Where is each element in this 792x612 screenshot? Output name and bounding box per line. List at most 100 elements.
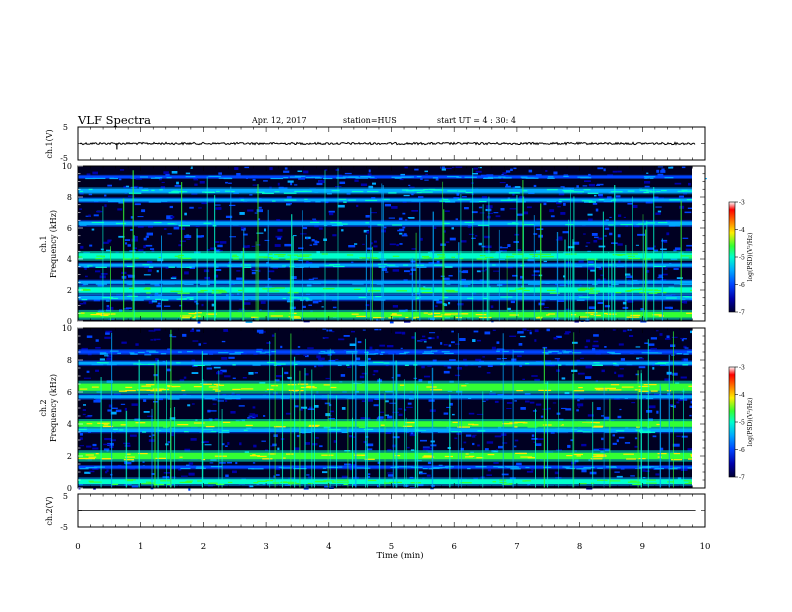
noise-speck (557, 206, 561, 208)
noise-speck (468, 412, 475, 415)
band-texture (179, 362, 191, 364)
band-texture (654, 291, 661, 294)
band-texture (163, 426, 169, 428)
noise-speck (134, 203, 141, 206)
band-texture (146, 350, 156, 352)
noise-speck (514, 400, 517, 402)
noise-speck (252, 462, 256, 464)
noise-speck (251, 272, 256, 275)
band-texture (202, 383, 212, 385)
noise-speck (106, 305, 110, 307)
noise-speck (499, 182, 506, 184)
band-texture (646, 190, 653, 192)
band-texture (541, 256, 554, 258)
noise-speck (311, 239, 315, 242)
band-texture (404, 364, 409, 366)
noise-speck (486, 441, 494, 444)
band-texture (232, 256, 239, 258)
band-texture (468, 423, 475, 425)
band-texture (498, 176, 506, 178)
noise-speck (301, 406, 308, 409)
noise-speck (164, 228, 167, 230)
band-texture (125, 390, 136, 392)
band-texture (595, 389, 601, 391)
band-texture (423, 189, 429, 191)
band-texture (129, 352, 135, 354)
band-texture (672, 362, 683, 364)
band-texture (497, 466, 505, 468)
band-texture (272, 200, 276, 202)
band-texture (139, 176, 148, 178)
noise-speck (484, 235, 490, 239)
band-texture (546, 289, 556, 291)
band-texture (455, 395, 466, 397)
noise-speck (583, 233, 586, 235)
band-texture (506, 423, 519, 425)
noise-speck (657, 210, 662, 213)
noise-speck (302, 305, 306, 308)
noise-speck (374, 240, 377, 243)
noise-speck (324, 169, 328, 171)
band-texture (576, 299, 585, 301)
band-texture (559, 296, 573, 298)
band-texture (228, 424, 242, 426)
band-texture (355, 430, 363, 432)
noise-speck (192, 340, 199, 342)
band-texture (671, 459, 683, 461)
band-texture (422, 456, 435, 458)
band-texture (274, 363, 286, 365)
noise-speck (186, 238, 191, 240)
noise-speck (276, 375, 282, 378)
noise-speck (509, 208, 517, 210)
band-texture (562, 466, 571, 468)
noise-speck (204, 440, 209, 443)
noise-speck (455, 166, 463, 168)
band-texture (583, 189, 591, 191)
band-texture (639, 189, 649, 191)
noise-speck (659, 333, 663, 336)
band-texture (348, 361, 360, 363)
noise-speck (343, 335, 350, 337)
noise-speck (362, 243, 365, 245)
noise-speck (683, 358, 688, 362)
noise-speck (166, 216, 173, 220)
noise-speck (252, 184, 259, 186)
band-texture (682, 364, 689, 366)
noise-speck (138, 249, 144, 252)
noise-speck (514, 439, 519, 442)
noise-speck (555, 449, 562, 451)
band-texture (352, 283, 364, 285)
noise-speck (215, 207, 222, 210)
band-texture (593, 314, 601, 316)
spectrogram-ch1-bands (78, 166, 707, 324)
noise-speck (501, 473, 509, 476)
band-texture (212, 289, 223, 291)
band-texture (162, 199, 173, 201)
noise-speck (324, 402, 331, 405)
noise-speck (365, 304, 370, 307)
band-texture (229, 353, 241, 355)
band-texture (609, 389, 622, 391)
band-texture (642, 289, 653, 291)
band-texture (648, 292, 658, 294)
band-texture (347, 298, 354, 300)
band-texture (525, 363, 530, 365)
noise-speck (229, 236, 236, 238)
band-texture (637, 385, 650, 388)
band-texture (374, 353, 379, 355)
noise-speck (210, 247, 217, 250)
noise-speck (273, 475, 276, 478)
band-texture (624, 397, 628, 399)
band-texture (639, 431, 652, 434)
band-texture (267, 361, 277, 364)
noise-speck (646, 410, 653, 413)
noise-speck (148, 330, 156, 332)
noise-speck (86, 335, 93, 338)
noise-speck (617, 374, 624, 378)
noise-speck (377, 416, 384, 419)
noise-speck (645, 470, 650, 472)
noise-speck (79, 437, 83, 440)
noise-speck (514, 186, 521, 188)
band-texture (273, 426, 286, 428)
